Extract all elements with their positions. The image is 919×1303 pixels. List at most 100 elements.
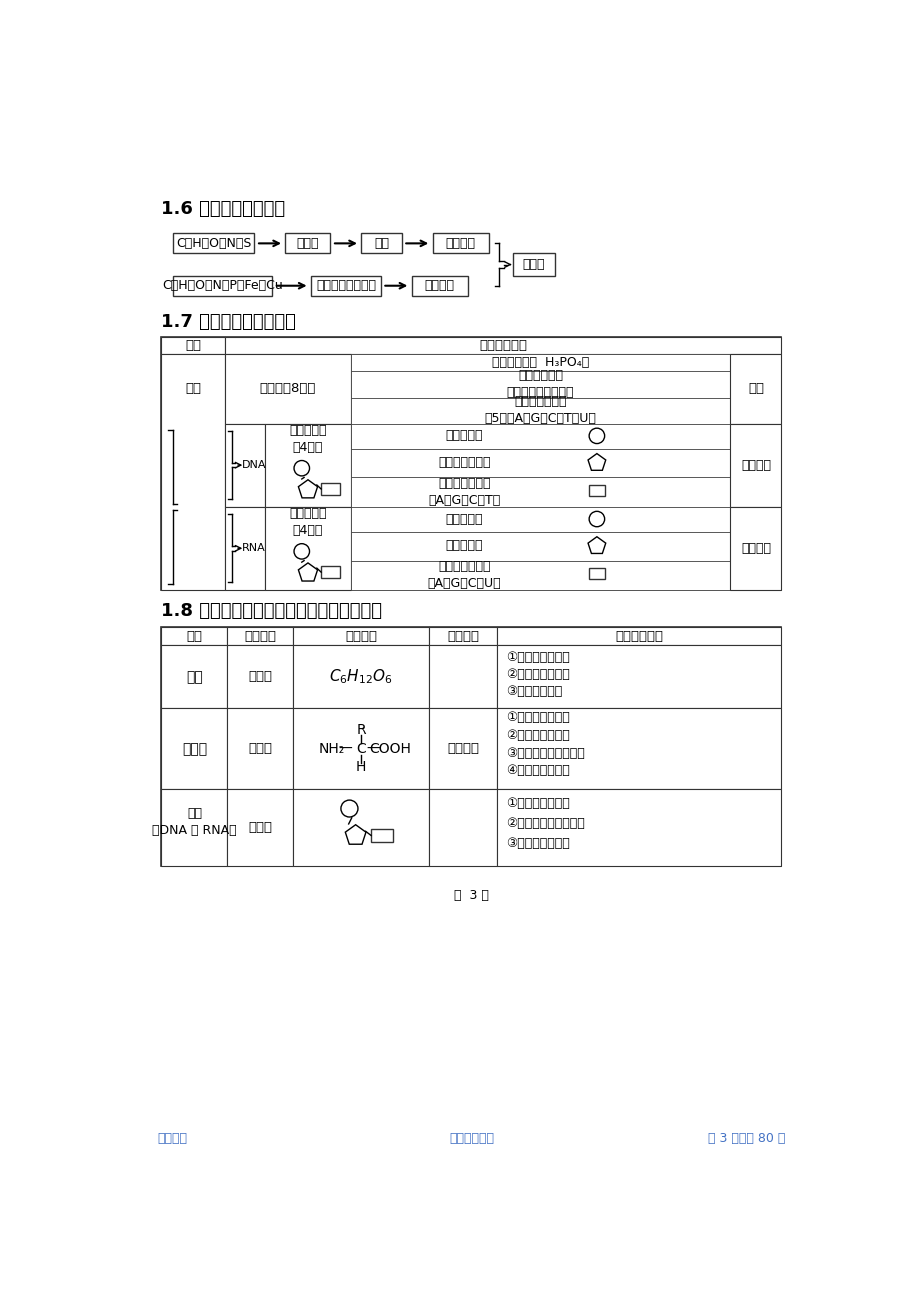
Bar: [293, 627, 428, 645]
Text: 一分子五碳糖
（核糖或脱氧核糖）: 一分子五碳糖 （核糖或脱氧核糖）: [506, 369, 573, 399]
Text: 1.8 生物大分子的组成特点及多样性的原因: 1.8 生物大分子的组成特点及多样性的原因: [162, 602, 382, 620]
Bar: [285, 233, 330, 253]
Text: 一分子含氮碱基
（A、G、C、T）: 一分子含氮碱基 （A、G、C、T）: [428, 477, 500, 507]
Bar: [350, 450, 730, 477]
Text: 核酸: 核酸: [185, 382, 201, 395]
Bar: [588, 568, 604, 579]
Text: —: —: [366, 741, 380, 756]
Text: 基本单位: 基本单位: [244, 629, 276, 642]
Bar: [496, 627, 780, 645]
Text: 核苷: 核苷: [747, 382, 763, 395]
Text: ①葡萄糖数目不同: ①葡萄糖数目不同: [505, 652, 570, 665]
Bar: [162, 354, 225, 590]
Text: 1.6 蛋白质的组成层次: 1.6 蛋白质的组成层次: [162, 199, 285, 218]
Bar: [428, 790, 496, 866]
Bar: [225, 354, 350, 423]
Bar: [428, 709, 496, 790]
Text: 蛋白质: 蛋白质: [522, 258, 545, 271]
Text: ①核苷酸数目不同: ①核苷酸数目不同: [505, 796, 570, 809]
Text: 第 3 页，共 80 页: 第 3 页，共 80 页: [708, 1131, 785, 1144]
Text: COOH: COOH: [369, 741, 411, 756]
Text: 多糖: 多糖: [186, 670, 202, 684]
Bar: [730, 354, 780, 423]
Text: 肽链: 肽链: [374, 237, 389, 250]
Text: ②糖链的分支不同: ②糖链的分支不同: [505, 668, 570, 681]
Text: ④肽链的空间结构: ④肽链的空间结构: [505, 765, 570, 778]
Text: C、H、O、N、P、Fe、Cu: C、H、O、N、P、Fe、Cu: [162, 279, 283, 292]
Bar: [227, 627, 293, 645]
Bar: [227, 645, 293, 709]
Bar: [350, 532, 730, 560]
Bar: [350, 371, 730, 399]
Text: 一分子磷酸（  H₃PO₄）: 一分子磷酸（ H₃PO₄）: [492, 356, 588, 369]
Text: C: C: [356, 741, 366, 756]
Text: 氨基酸: 氨基酸: [248, 743, 272, 756]
Text: 核酸
（DNA 和 RNA）: 核酸 （DNA 和 RNA）: [152, 807, 236, 837]
Bar: [321, 483, 339, 495]
Text: ②氨基酸种类不同: ②氨基酸种类不同: [505, 728, 570, 741]
Bar: [350, 399, 730, 423]
Text: ②核苷酸排列次序不同: ②核苷酸排列次序不同: [505, 817, 584, 830]
Bar: [496, 645, 780, 709]
Text: RNA: RNA: [242, 543, 266, 554]
Text: 一分子含氮碱基
（A、G、C、U）: 一分子含氮碱基 （A、G、C、U）: [427, 560, 501, 590]
Text: 1.7 核酸的基本组成单位: 1.7 核酸的基本组成单位: [162, 313, 296, 331]
Text: ③氨基酸排列次序不同: ③氨基酸排列次序不同: [505, 747, 584, 760]
Bar: [162, 790, 227, 866]
Bar: [265, 507, 350, 590]
Bar: [496, 709, 780, 790]
Text: 多样性的原因: 多样性的原因: [615, 629, 663, 642]
Bar: [227, 790, 293, 866]
Bar: [370, 829, 392, 843]
Bar: [432, 233, 488, 253]
Bar: [293, 645, 428, 709]
Text: 葡萄糖: 葡萄糖: [248, 670, 272, 683]
Bar: [350, 477, 730, 507]
Text: 一分子核糖: 一分子核糖: [446, 539, 482, 552]
Text: 其它成分: 其它成分: [425, 279, 454, 292]
Text: 离子和（或）分子: 离子和（或）分子: [315, 279, 376, 292]
Text: 第  3 页: 第 3 页: [454, 889, 488, 902]
Bar: [162, 627, 227, 645]
Bar: [311, 276, 380, 296]
Text: ③化学键的不同: ③化学键的不同: [505, 685, 562, 698]
Bar: [350, 507, 730, 532]
Bar: [293, 709, 428, 790]
Bar: [162, 709, 227, 790]
Text: 一分子含氮碱基
（5种：A、G、C、T、U）: 一分子含氮碱基 （5种：A、G、C、T、U）: [484, 395, 596, 426]
Text: 核苷酸（8种）: 核苷酸（8种）: [259, 382, 315, 395]
Bar: [162, 337, 225, 354]
Bar: [225, 337, 780, 354]
Text: 名称: 名称: [185, 339, 201, 352]
Bar: [225, 507, 265, 590]
Bar: [227, 709, 293, 790]
Text: 精品资料: 精品资料: [157, 1131, 187, 1144]
Text: 基本成分: 基本成分: [445, 237, 475, 250]
Text: NH₂: NH₂: [318, 741, 345, 756]
Bar: [162, 337, 780, 590]
Bar: [350, 354, 730, 371]
Bar: [588, 485, 604, 496]
Bar: [225, 423, 265, 507]
Bar: [512, 253, 554, 276]
Text: 名称: 名称: [187, 629, 202, 642]
Bar: [412, 276, 467, 296]
Bar: [321, 566, 339, 579]
Text: DNA: DNA: [241, 460, 266, 470]
Bar: [428, 645, 496, 709]
Text: 基本组成单位: 基本组成单位: [479, 339, 527, 352]
Text: H: H: [356, 761, 366, 774]
Text: 核糖核苷: 核糖核苷: [740, 542, 770, 555]
Text: —: —: [338, 741, 352, 756]
Bar: [162, 627, 780, 866]
Bar: [173, 233, 255, 253]
Text: ①氨基酸数目不同: ①氨基酸数目不同: [505, 711, 570, 724]
Bar: [162, 645, 227, 709]
Text: 化学通式: 化学通式: [345, 629, 377, 642]
Bar: [428, 627, 496, 645]
Text: 脱氧核苷: 脱氧核苷: [740, 459, 770, 472]
Text: 脱水缩合: 脱水缩合: [447, 743, 479, 756]
Text: 聚合方式: 聚合方式: [447, 629, 479, 642]
Bar: [730, 423, 780, 507]
Text: $C_6H_{12}O_6$: $C_6H_{12}O_6$: [329, 667, 392, 687]
